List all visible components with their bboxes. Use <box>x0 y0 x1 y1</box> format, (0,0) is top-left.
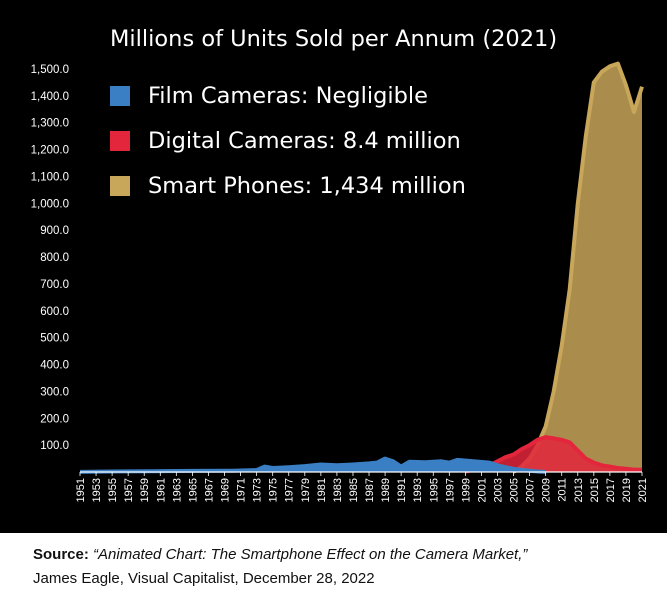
x-tick-label: 2011 <box>557 478 569 502</box>
x-tick-label: 1973 <box>252 478 264 502</box>
y-tick-label: 600.0 <box>40 306 69 318</box>
x-tick-label: 2017 <box>605 478 617 502</box>
x-tick-label: 1969 <box>220 478 232 502</box>
x-tick-label: 1963 <box>171 478 183 502</box>
legend-swatch-smartphone <box>110 175 130 196</box>
y-tick-label: 400.0 <box>40 360 69 372</box>
y-tick-label: 700.0 <box>40 279 69 291</box>
legend: Film Cameras: Negligible Digital Cameras… <box>110 73 466 208</box>
y-tick-label: 500.0 <box>40 333 69 345</box>
x-tick-label: 1967 <box>204 478 216 502</box>
x-tick-label: 1997 <box>444 478 456 502</box>
series-area-digital-cameras <box>465 437 642 472</box>
x-tick-label: 2009 <box>541 478 553 502</box>
x-tick-label: 2005 <box>509 478 521 502</box>
x-tick-label: 1977 <box>284 478 296 502</box>
chart-svg: 1,500.0 1,400.0 1,300.0 1,200.0 1,100.0 1,000… <box>31 61 649 502</box>
x-tick-label: 1971 <box>236 478 248 502</box>
y-tick-label: 100.0 <box>40 440 69 452</box>
legend-item-digital: Digital Cameras: 8.4 million <box>110 118 466 163</box>
source-byline: James Eagle, Visual Capitalist, December… <box>33 570 375 587</box>
legend-swatch-film <box>110 85 130 106</box>
series-area-film-cameras <box>80 458 546 472</box>
x-tick-label: 2007 <box>525 478 537 502</box>
x-tick-label: 2001 <box>476 478 488 502</box>
chart-title: Millions of Units Sold per Annum (2021) <box>110 26 558 52</box>
x-tick-label: 1975 <box>268 478 280 502</box>
x-tick-label: 1989 <box>380 478 392 502</box>
legend-swatch-digital <box>110 130 130 151</box>
source-title: “Animated Chart: The Smartphone Effect o… <box>93 546 528 563</box>
x-tick-label: 1955 <box>107 478 119 502</box>
x-tick-label: 1985 <box>348 478 360 502</box>
x-tick-label: 1995 <box>428 478 440 502</box>
legend-item-film: Film Cameras: Negligible <box>110 73 466 118</box>
y-tick-label: 1,500.0 <box>31 64 69 76</box>
x-tick-label: 1959 <box>139 478 151 502</box>
y-tick-label: 1,000.0 <box>31 198 69 210</box>
legend-label-film: Film Cameras: Negligible <box>148 82 428 109</box>
x-tick-label: 1957 <box>123 478 135 502</box>
x-tick-label: 1983 <box>332 478 344 502</box>
y-tick-label: 800.0 <box>40 252 69 264</box>
x-tick-label: 2013 <box>573 478 585 502</box>
series-area-smart-phones <box>513 63 642 472</box>
y-tick-label: 200.0 <box>40 413 69 425</box>
y-tick-label: 900.0 <box>40 225 69 237</box>
legend-item-smartphone: Smart Phones: 1,434 million <box>110 163 466 208</box>
x-tick-label: 1951 <box>75 478 87 502</box>
legend-label-digital: Digital Cameras: 8.4 million <box>148 127 461 154</box>
x-tick-label: 1965 <box>187 478 199 502</box>
x-tick-label: 2015 <box>589 478 601 502</box>
y-tick-label: 1,200.0 <box>31 145 69 157</box>
legend-label-smartphone: Smart Phones: 1,434 million <box>148 172 466 199</box>
source-label: Source: <box>33 546 89 563</box>
x-tick-label: 2003 <box>493 478 505 502</box>
x-tick-label: 1981 <box>316 478 328 502</box>
x-tick-label: 1999 <box>460 478 472 502</box>
y-tick-label: 1,100.0 <box>31 172 69 184</box>
x-tick-label: 1953 <box>91 478 103 502</box>
y-tick-label: 1,400.0 <box>31 91 69 103</box>
x-tick-label: 1961 <box>155 478 167 502</box>
source-note: Source: “Animated Chart: The Smartphone … <box>33 543 527 591</box>
x-tick-label: 2019 <box>621 478 633 502</box>
x-tick-label: 1991 <box>396 478 408 502</box>
x-tick-label: 2021 <box>637 478 649 502</box>
series-line-film-cameras <box>79 456 546 474</box>
y-tick-label: 300.0 <box>40 386 69 398</box>
x-tick-label: 1993 <box>412 478 424 502</box>
x-tick-label: 1987 <box>364 478 376 502</box>
x-tick-label: 1979 <box>300 478 312 502</box>
y-tick-label: 1,300.0 <box>31 118 69 130</box>
